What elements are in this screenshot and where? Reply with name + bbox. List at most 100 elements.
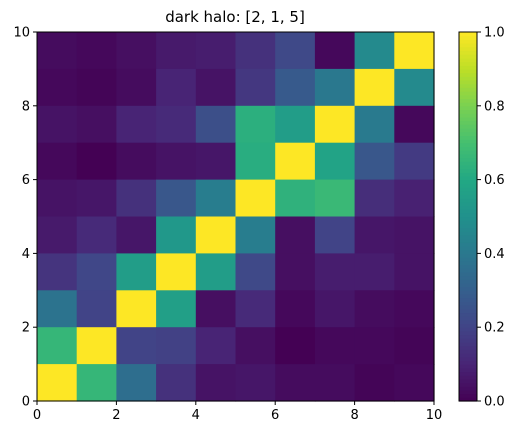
- colorbar-segment: [459, 356, 477, 362]
- x-tick-label: 4: [192, 408, 200, 423]
- y-axis: 0 2 4 6 8 10: [13, 26, 37, 410]
- colorbar-segment: [459, 120, 477, 125]
- heatmap-cell: [116, 216, 157, 254]
- heatmap-cell: [314, 364, 356, 402]
- colorbar: 0.0 0.2 0.4 0.6 0.8 1.0: [458, 26, 505, 410]
- heatmap-cell: [275, 290, 316, 328]
- colorbar-segment: [459, 76, 477, 81]
- colorbar-segment: [459, 35, 477, 40]
- heatmap-cell: [156, 105, 197, 144]
- heatmap-cell: [116, 68, 157, 107]
- y-tick-label: 6: [22, 173, 30, 188]
- y-tick-label: 4: [22, 247, 30, 262]
- heatmap-cell: [156, 216, 197, 254]
- heatmap-cell: [156, 142, 197, 181]
- heatmap-cell: [354, 253, 395, 291]
- colorbar-tick-label: 0.2: [484, 321, 505, 336]
- heatmap-cell: [195, 142, 237, 181]
- colorbar-segment: [459, 234, 477, 240]
- x-tick-label: 8: [350, 408, 358, 423]
- colorbar-segment: [459, 212, 477, 218]
- colorbar-segment: [459, 116, 477, 122]
- colorbar-segment: [459, 286, 477, 291]
- colorbar-tick-label: 0.4: [484, 247, 505, 262]
- colorbar-segment: [459, 327, 477, 332]
- colorbar-segment: [459, 102, 477, 107]
- heatmap-cell: [156, 364, 197, 402]
- colorbar-segment: [459, 61, 477, 66]
- colorbar-segment: [459, 146, 477, 151]
- colorbar-segment: [459, 227, 477, 232]
- colorbar-segment: [459, 253, 477, 258]
- heatmap-cell: [354, 327, 395, 365]
- heatmap-cell: [275, 364, 316, 402]
- heatmap-cell: [76, 290, 117, 328]
- colorbar-segment: [459, 349, 477, 354]
- y-tick-label: 8: [22, 99, 30, 114]
- colorbar-segment: [459, 301, 477, 306]
- heatmap-cell: [76, 32, 117, 70]
- colorbar-segment: [459, 367, 477, 373]
- heatmap-cell: [37, 179, 78, 218]
- heatmap-cell: [76, 179, 117, 218]
- colorbar-segment: [459, 50, 477, 55]
- colorbar-segment: [459, 209, 477, 214]
- colorbar-segment: [459, 153, 477, 159]
- x-tick-label: 0: [33, 408, 41, 423]
- colorbar-segment: [459, 260, 477, 266]
- heatmap-cell: [354, 105, 395, 144]
- colorbar-segment: [459, 319, 477, 325]
- heatmap-cell: [394, 253, 435, 291]
- heatmap-cell: [156, 68, 197, 107]
- heatmap-cell: [235, 68, 276, 107]
- colorbar-segment: [459, 378, 477, 384]
- heatmap-cell: [195, 253, 237, 291]
- plot-frame: [36, 31, 435, 402]
- heatmap-cell: [116, 105, 157, 144]
- colorbar-segment: [459, 72, 477, 77]
- colorbar-segment: [459, 242, 477, 247]
- heatmap-cell: [37, 105, 78, 144]
- colorbar-segment: [459, 113, 477, 118]
- colorbar-segment: [459, 179, 477, 184]
- heatmap-cell: [314, 253, 356, 291]
- heatmap-cell: [235, 290, 276, 328]
- heatmap-cell: [354, 142, 395, 181]
- colorbar-segment: [459, 127, 477, 133]
- heatmap-cell: [314, 290, 356, 328]
- colorbar-segment: [459, 279, 477, 284]
- heatmap-cell: [116, 32, 157, 70]
- colorbar-tick-label: 0.0: [484, 395, 505, 410]
- colorbar-segment: [459, 297, 477, 302]
- colorbar-segment: [459, 109, 477, 114]
- colorbar-segment: [459, 275, 477, 280]
- heatmap-cell: [116, 290, 157, 328]
- colorbar-segment: [459, 39, 477, 44]
- colorbar-segment: [459, 57, 477, 63]
- colorbar-segment: [459, 105, 477, 111]
- x-axis: 0 2 4 6 8 10: [33, 401, 442, 423]
- heatmap-cell: [76, 142, 117, 181]
- heatmap-cell: [354, 290, 395, 328]
- colorbar-segment: [459, 186, 477, 192]
- heatmap-cell: [156, 327, 197, 365]
- heatmap-cell: [275, 142, 316, 181]
- colorbar-segment: [459, 201, 477, 207]
- heatmap-cell: [394, 142, 435, 181]
- colorbar-segment: [459, 397, 477, 402]
- heatmap-cell: [195, 216, 237, 254]
- colorbar-tick-label: 1.0: [484, 26, 505, 41]
- colorbar-segment: [459, 264, 477, 269]
- colorbar-segment: [459, 124, 477, 129]
- heatmap-cell: [195, 364, 237, 402]
- heatmap-cell: [314, 32, 356, 70]
- heatmap-cell: [195, 32, 237, 70]
- heatmap-cell: [314, 327, 356, 365]
- colorbar-segment: [459, 249, 477, 254]
- colorbar-segment: [459, 308, 477, 314]
- colorbar-segment: [459, 323, 477, 328]
- heatmap-cell: [394, 327, 435, 365]
- colorbar-segment: [459, 183, 477, 188]
- colorbar-segment: [459, 257, 477, 262]
- colorbar-segment: [459, 91, 477, 96]
